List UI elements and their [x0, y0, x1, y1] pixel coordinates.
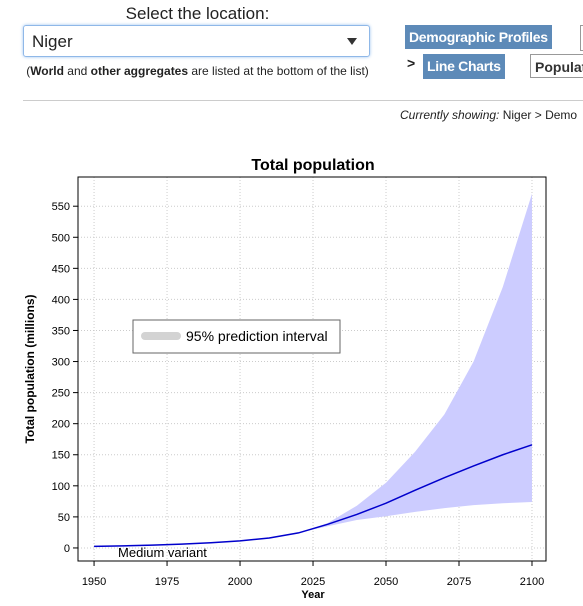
note-text: and [63, 64, 91, 78]
y-tick-label: 150 [52, 450, 70, 462]
population-button[interactable]: Populat [530, 54, 583, 78]
series-line [94, 444, 533, 548]
location-label: Select the location: [125, 4, 270, 23]
location-note: (World and other aggregates are listed a… [23, 62, 372, 81]
x-tick-label: 2100 [520, 576, 544, 588]
x-tick-label: 2000 [228, 576, 252, 588]
y-tick-label: 100 [52, 481, 70, 493]
y-axis-label: Total population (millions) [23, 294, 37, 443]
status-label: Currently showing: [400, 108, 500, 122]
y-tick-label: 450 [52, 263, 70, 275]
status: Currently showing: Niger > Demo [400, 108, 577, 122]
x-tick-label: 1950 [82, 576, 106, 588]
x-tick-label: 2050 [374, 576, 398, 588]
status-path: Niger > Demo [502, 108, 578, 122]
line-charts-button[interactable]: Line Charts [423, 54, 505, 79]
selected-location: Niger [32, 32, 73, 51]
y-tick-label: 400 [52, 294, 70, 306]
x-axis-label: Year [301, 589, 325, 601]
chart-title: Total population [251, 157, 374, 174]
plot-frame [77, 176, 547, 562]
legend-label: 95% prediction interval [186, 328, 328, 344]
divider [23, 100, 583, 101]
y-tick-label: 50 [58, 512, 70, 524]
y-tick-label: 200 [52, 419, 70, 431]
y-tick-label: 300 [52, 357, 70, 369]
note-text: are listed at the bottom of the list) [188, 64, 369, 78]
y-tick-label: 350 [52, 325, 70, 337]
note-bold: other aggregates [90, 64, 189, 78]
y-tick-label: 500 [52, 232, 70, 244]
x-tick-label: 1975 [155, 576, 179, 588]
x-tick-label: 2075 [447, 576, 471, 588]
note-bold: World [30, 64, 64, 78]
nav-button-edge[interactable] [580, 25, 583, 51]
location-select[interactable]: Niger [23, 25, 370, 57]
note-text: ( [26, 64, 31, 78]
y-tick-label: 250 [52, 388, 70, 400]
nav-separator: > [407, 55, 416, 71]
y-tick-label: 0 [64, 543, 70, 555]
x-tick-label: 2025 [301, 576, 325, 588]
demographic-profiles-button[interactable]: Demographic Profiles [405, 25, 552, 49]
prediction-interval [298, 193, 532, 533]
series-label: Medium variant [118, 545, 207, 560]
dropdown-arrow [347, 38, 357, 45]
y-tick-label: 550 [52, 201, 70, 213]
